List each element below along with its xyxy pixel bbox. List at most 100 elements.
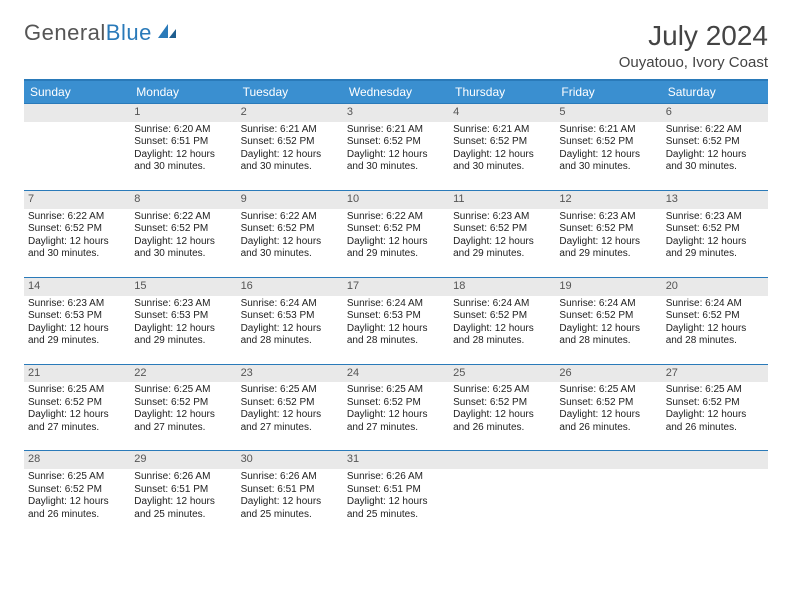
logo-sail-icon bbox=[156, 20, 178, 46]
day-number bbox=[24, 104, 130, 122]
day-body: Sunrise: 6:24 AMSunset: 6:53 PMDaylight:… bbox=[237, 296, 343, 364]
logo-text-2: Blue bbox=[106, 20, 152, 46]
day-info-line: Sunrise: 6:23 AM bbox=[134, 298, 232, 311]
day-body: Sunrise: 6:24 AMSunset: 6:52 PMDaylight:… bbox=[555, 296, 661, 364]
calendar-week-row: 28Sunrise: 6:25 AMSunset: 6:52 PMDayligh… bbox=[24, 451, 768, 538]
day-body: Sunrise: 6:22 AMSunset: 6:52 PMDaylight:… bbox=[343, 209, 449, 277]
day-body: Sunrise: 6:25 AMSunset: 6:52 PMDaylight:… bbox=[662, 382, 768, 450]
day-body: Sunrise: 6:23 AMSunset: 6:53 PMDaylight:… bbox=[130, 296, 236, 364]
calendar-head: SundayMondayTuesdayWednesdayThursdayFrid… bbox=[24, 81, 768, 104]
day-info-line: Sunset: 6:51 PM bbox=[134, 136, 232, 149]
day-info-line: Sunset: 6:53 PM bbox=[241, 310, 339, 323]
day-info-line: Sunset: 6:52 PM bbox=[28, 397, 126, 410]
day-info-line: Daylight: 12 hours and 28 minutes. bbox=[347, 323, 445, 348]
day-body: Sunrise: 6:26 AMSunset: 6:51 PMDaylight:… bbox=[343, 469, 449, 537]
day-info-line: Sunrise: 6:25 AM bbox=[28, 471, 126, 484]
day-body: Sunrise: 6:24 AMSunset: 6:52 PMDaylight:… bbox=[662, 296, 768, 364]
day-info-line: Daylight: 12 hours and 30 minutes. bbox=[134, 236, 232, 261]
calendar-day-cell: 16Sunrise: 6:24 AMSunset: 6:53 PMDayligh… bbox=[237, 277, 343, 364]
day-info-line: Daylight: 12 hours and 27 minutes. bbox=[134, 409, 232, 434]
day-info-line: Sunrise: 6:21 AM bbox=[241, 124, 339, 137]
day-info-line: Sunrise: 6:20 AM bbox=[134, 124, 232, 137]
day-info-line: Sunset: 6:52 PM bbox=[347, 223, 445, 236]
day-body: Sunrise: 6:23 AMSunset: 6:53 PMDaylight:… bbox=[24, 296, 130, 364]
day-info-line: Sunset: 6:51 PM bbox=[134, 484, 232, 497]
weekday-header: Wednesday bbox=[343, 81, 449, 104]
calendar-day-cell: 8Sunrise: 6:22 AMSunset: 6:52 PMDaylight… bbox=[130, 191, 236, 278]
calendar-day-cell: 13Sunrise: 6:23 AMSunset: 6:52 PMDayligh… bbox=[662, 191, 768, 278]
day-info-line: Daylight: 12 hours and 25 minutes. bbox=[347, 496, 445, 521]
day-info-line: Daylight: 12 hours and 26 minutes. bbox=[666, 409, 764, 434]
day-body: Sunrise: 6:24 AMSunset: 6:52 PMDaylight:… bbox=[449, 296, 555, 364]
day-number: 12 bbox=[555, 191, 661, 209]
day-number: 5 bbox=[555, 104, 661, 122]
day-info-line: Sunrise: 6:22 AM bbox=[347, 211, 445, 224]
calendar-day-cell bbox=[24, 104, 130, 191]
day-number: 18 bbox=[449, 278, 555, 296]
day-number: 10 bbox=[343, 191, 449, 209]
day-info-line: Sunset: 6:52 PM bbox=[28, 484, 126, 497]
day-info-line: Daylight: 12 hours and 29 minutes. bbox=[666, 236, 764, 261]
day-info-line: Daylight: 12 hours and 26 minutes. bbox=[453, 409, 551, 434]
calendar-day-cell bbox=[555, 451, 661, 538]
weekday-header: Tuesday bbox=[237, 81, 343, 104]
day-body bbox=[662, 469, 768, 537]
day-number bbox=[555, 451, 661, 469]
day-number: 25 bbox=[449, 365, 555, 383]
day-body bbox=[24, 122, 130, 190]
day-info-line: Sunset: 6:52 PM bbox=[666, 397, 764, 410]
day-info-line: Sunrise: 6:25 AM bbox=[559, 384, 657, 397]
calendar-day-cell: 14Sunrise: 6:23 AMSunset: 6:53 PMDayligh… bbox=[24, 277, 130, 364]
calendar-day-cell: 1Sunrise: 6:20 AMSunset: 6:51 PMDaylight… bbox=[130, 104, 236, 191]
calendar-day-cell: 30Sunrise: 6:26 AMSunset: 6:51 PMDayligh… bbox=[237, 451, 343, 538]
day-body: Sunrise: 6:20 AMSunset: 6:51 PMDaylight:… bbox=[130, 122, 236, 190]
calendar-day-cell: 21Sunrise: 6:25 AMSunset: 6:52 PMDayligh… bbox=[24, 364, 130, 451]
day-info-line: Sunset: 6:52 PM bbox=[241, 136, 339, 149]
calendar-week-row: 1Sunrise: 6:20 AMSunset: 6:51 PMDaylight… bbox=[24, 104, 768, 191]
calendar-day-cell: 15Sunrise: 6:23 AMSunset: 6:53 PMDayligh… bbox=[130, 277, 236, 364]
day-info-line: Daylight: 12 hours and 27 minutes. bbox=[28, 409, 126, 434]
day-number: 26 bbox=[555, 365, 661, 383]
calendar-day-cell: 18Sunrise: 6:24 AMSunset: 6:52 PMDayligh… bbox=[449, 277, 555, 364]
weekday-header: Sunday bbox=[24, 81, 130, 104]
day-info-line: Sunrise: 6:21 AM bbox=[347, 124, 445, 137]
day-info-line: Daylight: 12 hours and 25 minutes. bbox=[134, 496, 232, 521]
day-info-line: Sunrise: 6:22 AM bbox=[134, 211, 232, 224]
day-number: 30 bbox=[237, 451, 343, 469]
day-number: 22 bbox=[130, 365, 236, 383]
day-body: Sunrise: 6:26 AMSunset: 6:51 PMDaylight:… bbox=[237, 469, 343, 537]
day-info-line: Sunrise: 6:25 AM bbox=[453, 384, 551, 397]
day-body: Sunrise: 6:22 AMSunset: 6:52 PMDaylight:… bbox=[24, 209, 130, 277]
day-body bbox=[449, 469, 555, 537]
day-number: 11 bbox=[449, 191, 555, 209]
calendar-day-cell: 26Sunrise: 6:25 AMSunset: 6:52 PMDayligh… bbox=[555, 364, 661, 451]
day-number: 14 bbox=[24, 278, 130, 296]
day-body bbox=[555, 469, 661, 537]
calendar-day-cell: 22Sunrise: 6:25 AMSunset: 6:52 PMDayligh… bbox=[130, 364, 236, 451]
day-body: Sunrise: 6:25 AMSunset: 6:52 PMDaylight:… bbox=[343, 382, 449, 450]
day-info-line: Sunrise: 6:25 AM bbox=[666, 384, 764, 397]
day-info-line: Daylight: 12 hours and 28 minutes. bbox=[559, 323, 657, 348]
calendar-day-cell: 7Sunrise: 6:22 AMSunset: 6:52 PMDaylight… bbox=[24, 191, 130, 278]
day-info-line: Daylight: 12 hours and 29 minutes. bbox=[453, 236, 551, 261]
day-info-line: Sunrise: 6:22 AM bbox=[28, 211, 126, 224]
calendar-day-cell: 20Sunrise: 6:24 AMSunset: 6:52 PMDayligh… bbox=[662, 277, 768, 364]
day-body: Sunrise: 6:23 AMSunset: 6:52 PMDaylight:… bbox=[662, 209, 768, 277]
day-info-line: Sunrise: 6:25 AM bbox=[28, 384, 126, 397]
day-info-line: Daylight: 12 hours and 26 minutes. bbox=[559, 409, 657, 434]
day-number: 24 bbox=[343, 365, 449, 383]
day-info-line: Sunset: 6:52 PM bbox=[559, 397, 657, 410]
day-body: Sunrise: 6:24 AMSunset: 6:53 PMDaylight:… bbox=[343, 296, 449, 364]
calendar-table: SundayMondayTuesdayWednesdayThursdayFrid… bbox=[24, 81, 768, 537]
day-number: 17 bbox=[343, 278, 449, 296]
day-info-line: Sunset: 6:52 PM bbox=[241, 223, 339, 236]
day-info-line: Daylight: 12 hours and 29 minutes. bbox=[347, 236, 445, 261]
day-number bbox=[449, 451, 555, 469]
day-info-line: Sunrise: 6:25 AM bbox=[241, 384, 339, 397]
day-info-line: Sunrise: 6:23 AM bbox=[559, 211, 657, 224]
calendar-day-cell bbox=[662, 451, 768, 538]
day-info-line: Sunrise: 6:26 AM bbox=[134, 471, 232, 484]
day-info-line: Sunset: 6:52 PM bbox=[666, 136, 764, 149]
day-info-line: Sunrise: 6:24 AM bbox=[453, 298, 551, 311]
day-number: 13 bbox=[662, 191, 768, 209]
